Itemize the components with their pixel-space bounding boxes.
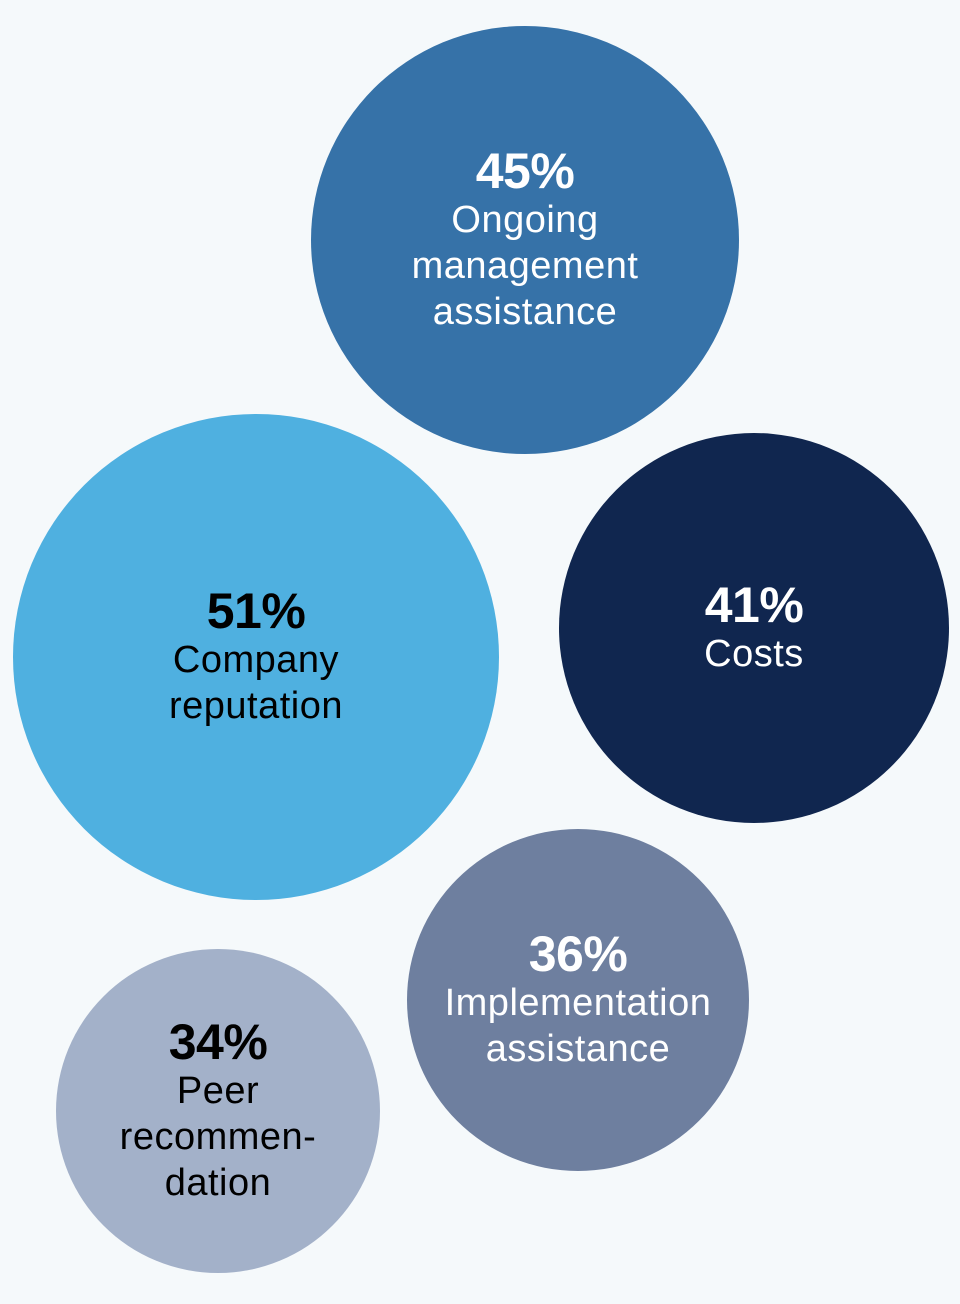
value-label: 45% — [475, 143, 575, 199]
category-label: Ongoing management assistance — [411, 199, 639, 333]
value-label: 36% — [528, 926, 628, 982]
bubble-ongoing-management-assistance: 45% Ongoing management assistance — [311, 26, 739, 454]
bubble-peer-recommendation: 34% Peer recommen- dation — [56, 949, 380, 1273]
value-label: 34% — [168, 1014, 268, 1070]
bubble-costs: 41% Costs — [559, 433, 949, 823]
bubble-company-reputation: 51% Company reputation — [13, 414, 499, 900]
category-label: Costs — [704, 633, 804, 675]
value-label: 41% — [704, 577, 804, 633]
category-label: Company reputation — [168, 639, 343, 727]
category-label: Peer recommen- dation — [119, 1070, 317, 1204]
bubble-implementation-assistance: 36% Implementation assistance — [407, 829, 749, 1171]
category-label: Implementation assistance — [444, 982, 712, 1070]
value-label: 51% — [206, 583, 306, 639]
